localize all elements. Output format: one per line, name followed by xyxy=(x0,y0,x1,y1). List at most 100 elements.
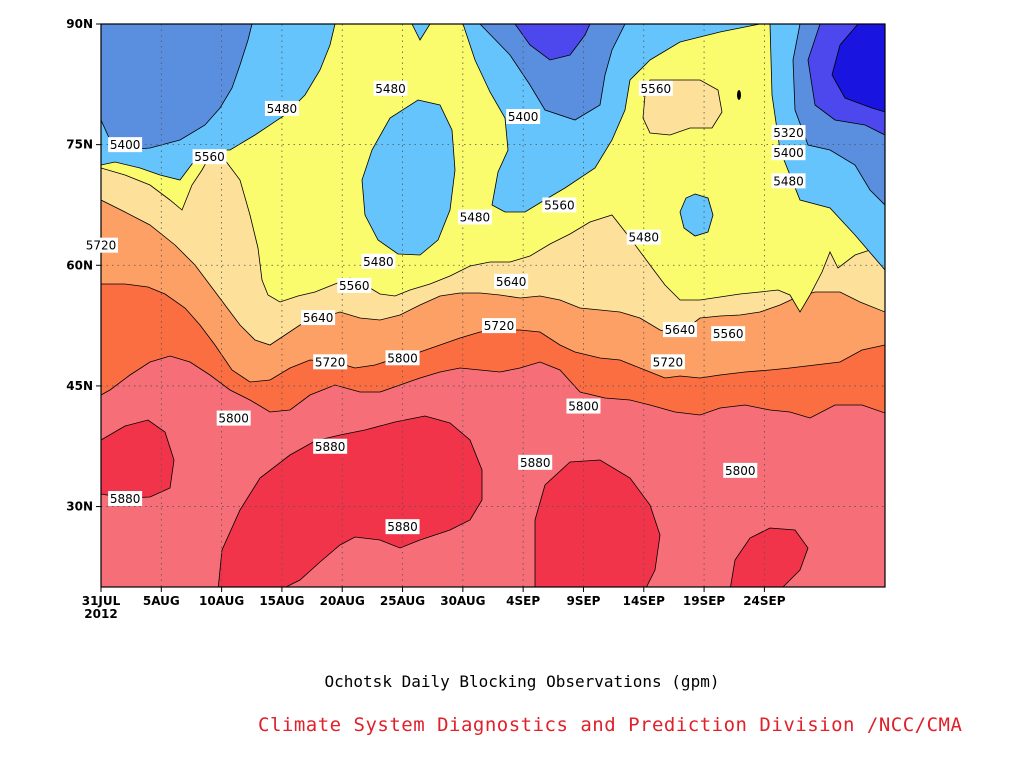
contour-label-box xyxy=(542,197,577,213)
contour-label: 5480 xyxy=(457,209,492,225)
x-tick-label: 9SEP xyxy=(566,594,600,608)
plot-frame xyxy=(100,23,886,588)
contour-label-text: 5720 xyxy=(315,355,346,369)
field-peak-b xyxy=(217,415,483,587)
field-peak-d xyxy=(730,527,809,587)
x-year-label: 2012 xyxy=(84,607,117,621)
contour-label-text: 5800 xyxy=(387,351,418,365)
contour-label-text: 5800 xyxy=(218,412,249,426)
contour-label: 5880 xyxy=(108,491,143,507)
contour-label: 5720 xyxy=(650,354,685,370)
contour-label-box xyxy=(216,410,251,426)
y-tick-label: 75N xyxy=(66,138,93,152)
contour-label-text: 5720 xyxy=(653,355,684,369)
x-tick-label: 25AUG xyxy=(380,594,425,608)
contour-label-box xyxy=(192,149,227,165)
field-peak-c xyxy=(534,459,661,587)
contour-label-text: 5480 xyxy=(628,231,659,245)
grid xyxy=(101,24,885,587)
contour-label-box xyxy=(626,229,661,245)
contour-label-box xyxy=(711,326,746,342)
field-5320-5400-ne xyxy=(514,24,591,61)
contour-label-box xyxy=(771,125,806,141)
y-tick-label: 90N xyxy=(66,17,93,31)
contour-label-box xyxy=(650,354,685,370)
contour-label: 5560 xyxy=(337,277,372,293)
x-axis: 31JUL 5AUG 10AUG 15AUG 20AUG 25AUG 30AUG 4SEP 9S… xyxy=(82,587,786,621)
contour-label-box xyxy=(313,438,348,454)
contour-labels: 5400 5560 5480 5480 5400 5560 5320 5400 5480 5720… xyxy=(84,80,806,535)
contour-label: 5400 xyxy=(506,108,541,124)
contour-label-box xyxy=(108,137,143,153)
contour-label: 5880 xyxy=(518,454,553,470)
field-pocket-5480-a xyxy=(361,99,456,256)
contour-label-box xyxy=(385,350,420,366)
contour-label: 5800 xyxy=(216,410,251,426)
contour-label-text: 5480 xyxy=(375,82,406,96)
contour-label-text: 5640 xyxy=(665,323,696,337)
contour-label-text: 5880 xyxy=(315,440,346,454)
contour-label-box xyxy=(385,519,420,535)
contour-label-box xyxy=(723,462,758,478)
contour-label-box xyxy=(566,398,601,414)
contour-label: 5800 xyxy=(723,462,758,478)
field-pocket-5480-b xyxy=(679,193,714,237)
contour-label-box xyxy=(638,80,673,96)
field-5400-5480-ne xyxy=(479,24,626,121)
contour-label-box xyxy=(518,454,553,470)
contour-label-box xyxy=(494,273,529,289)
contour-label: 5560 xyxy=(542,197,577,213)
contour-label-text: 5560 xyxy=(713,327,744,341)
contour-label-box xyxy=(84,237,118,253)
contour-label-text: 5800 xyxy=(725,464,756,478)
contour-label-box xyxy=(457,209,492,225)
contour-label-box xyxy=(337,277,372,293)
contour-label-box xyxy=(482,318,517,334)
x-tick-label: 14SEP xyxy=(623,594,666,608)
y-axis: 90N 75N 60N 45N 30N xyxy=(66,17,101,514)
contour-label: 5640 xyxy=(494,273,529,289)
contour-label-text: 5880 xyxy=(520,456,551,470)
y-tick-label: 45N xyxy=(66,379,93,393)
x-tick-label: 5AUG xyxy=(143,594,180,608)
contour-label: 5880 xyxy=(385,519,420,535)
y-tick-label: 30N xyxy=(66,500,93,514)
contour-label-text: 5400 xyxy=(508,110,539,124)
contour-label-box xyxy=(771,145,806,161)
contour-label-text: 5320 xyxy=(773,126,804,140)
contour-label-text: 5560 xyxy=(544,198,575,212)
chart-title: Ochotsk Daily Blocking Observations (gpm… xyxy=(324,672,720,691)
contour-label: 5480 xyxy=(264,100,299,116)
contour-label-text: 5480 xyxy=(363,255,394,269)
contour-label: 5320 xyxy=(771,125,806,141)
contour-label-text: 5560 xyxy=(194,150,225,164)
contour-label: 5880 xyxy=(313,438,348,454)
x-tick-label: 4SEP xyxy=(506,594,540,608)
contour-label-box xyxy=(662,322,697,338)
contour-label-box xyxy=(301,310,336,326)
contour-label: 5400 xyxy=(771,145,806,161)
contour-label-box xyxy=(108,491,143,507)
contour-label-text: 5560 xyxy=(641,82,672,96)
contour-label-text: 5480 xyxy=(773,174,804,188)
contour-label: 5560 xyxy=(711,326,746,342)
contour-label-text: 5480 xyxy=(460,211,491,225)
contour-label-text: 5640 xyxy=(496,275,527,289)
contour-label: 5720 xyxy=(482,318,517,334)
field-east-cold-3 xyxy=(831,24,885,113)
contour-label: 5800 xyxy=(385,350,420,366)
contour-label: 5800 xyxy=(566,398,601,414)
x-tick-label: 30AUG xyxy=(440,594,485,608)
contour-label-text: 5480 xyxy=(267,102,298,116)
contour-label-text: 5560 xyxy=(339,279,370,293)
contour-label-text: 5720 xyxy=(484,319,515,333)
x-tick-label: 15AUG xyxy=(259,594,304,608)
contour-label: 5720 xyxy=(84,237,118,253)
contour-label-box xyxy=(771,173,806,189)
x-tick-label: 24SEP xyxy=(743,594,786,608)
contour-label-box xyxy=(373,80,408,96)
contour-label: 5480 xyxy=(373,80,408,96)
contour-label: 5560 xyxy=(192,149,227,165)
contour-label: 5480 xyxy=(771,173,806,189)
